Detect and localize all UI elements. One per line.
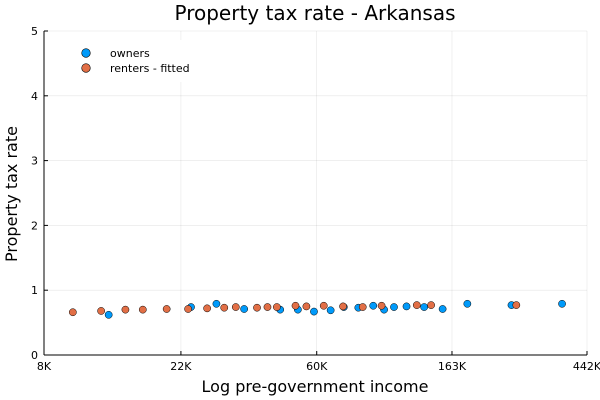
x-tick-label-2: 60K <box>306 360 328 373</box>
y-axis-ticks: 0 1 2 3 4 5 <box>31 25 48 362</box>
data-points <box>68 299 566 319</box>
legend-label-0: owners <box>110 47 150 60</box>
y-tick-label-1: 1 <box>31 284 38 297</box>
series-0-point-18 <box>558 299 566 308</box>
y-tick-label-2: 2 <box>31 219 38 232</box>
y-tick-label-5: 5 <box>31 25 38 38</box>
y-axis-label: Property tax rate <box>2 126 21 262</box>
x-axis-label: Log pre-government income <box>202 377 429 396</box>
series-1-point-15 <box>339 302 347 311</box>
series-1-point-13 <box>302 302 311 311</box>
series-0-point-12 <box>390 303 398 311</box>
plot-frame <box>43 31 587 356</box>
x-tick-label-4: 442K <box>573 360 600 373</box>
series-1-point-0 <box>68 308 77 317</box>
series-1-point-14 <box>319 301 328 310</box>
series-1-point-20 <box>512 301 521 309</box>
series-0-point-7 <box>326 306 335 315</box>
chart-title: Property tax rate - Arkansas <box>175 1 456 25</box>
series-0-point-2 <box>212 299 221 308</box>
series-0-point-3 <box>240 305 248 313</box>
legend-marker-0 <box>81 48 91 58</box>
series-1-point-10 <box>263 303 272 311</box>
legend-label-1: renters - fitted <box>110 62 190 75</box>
series-0 <box>104 299 566 319</box>
series-0-point-10 <box>369 301 378 310</box>
series-1-point-18 <box>412 301 421 309</box>
x-axis-ticks: 8K 22K 60K 163K 442K <box>37 351 600 373</box>
y-tick-label-0: 0 <box>31 349 38 362</box>
series-1-point-1 <box>97 307 105 315</box>
series-1-point-9 <box>253 303 261 312</box>
series-1-point-8 <box>231 303 240 311</box>
x-tick-label-0: 8K <box>37 360 52 373</box>
y-tick-label-3: 3 <box>31 155 38 168</box>
series-0-point-13 <box>402 302 411 311</box>
x-tick-label-1: 22K <box>170 360 192 373</box>
legend: owners renters - fitted <box>66 40 206 82</box>
series-1-point-7 <box>220 303 229 312</box>
series-1-point-11 <box>273 303 281 311</box>
series-0-point-16 <box>463 299 472 308</box>
legend-marker-1 <box>81 63 91 73</box>
series-1-point-17 <box>377 301 386 310</box>
series-1-point-16 <box>358 303 367 311</box>
legend-background <box>66 40 206 82</box>
series-1-point-19 <box>427 301 435 309</box>
series-1-point-6 <box>203 304 211 313</box>
y-tick-label-4: 4 <box>31 90 38 103</box>
series-1-point-4 <box>162 305 171 313</box>
series-1 <box>68 301 521 317</box>
x-tick-label-3: 163K <box>438 360 467 373</box>
series-0-point-6 <box>310 307 318 316</box>
series-1-point-5 <box>184 305 192 313</box>
series-0-point-0 <box>104 310 113 319</box>
series-1-point-3 <box>138 305 147 314</box>
series-1-point-2 <box>121 305 130 314</box>
series-1-point-12 <box>291 301 300 310</box>
series-0-point-14 <box>420 303 428 311</box>
series-0-point-15 <box>438 305 447 313</box>
